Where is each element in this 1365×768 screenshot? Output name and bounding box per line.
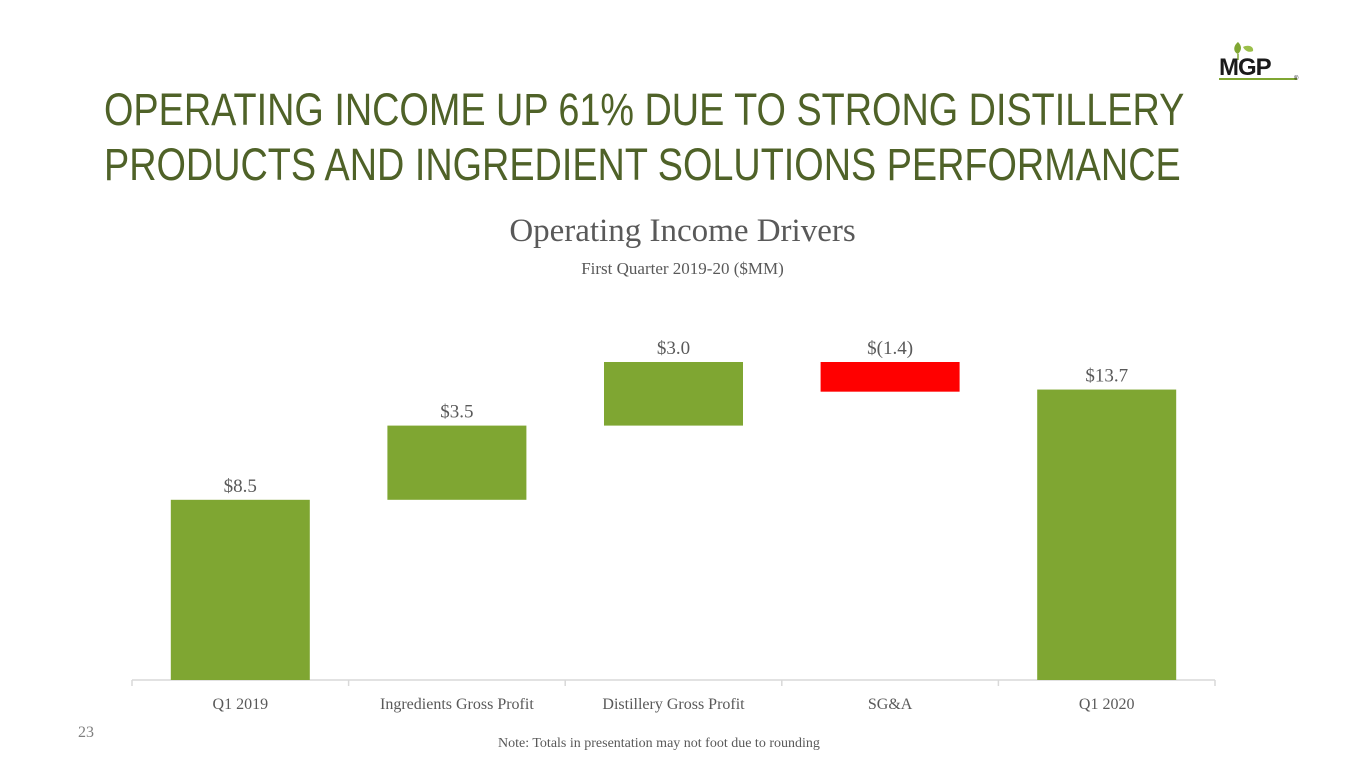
x-tick-label: Q1 2019	[213, 696, 269, 713]
slide-title-line-2: PRODUCTS AND INGREDIENT SOLUTIONS PERFOR…	[104, 139, 1181, 190]
x-tick-label: Distillery Gross Profit	[602, 696, 745, 713]
data-label: $(1.4)	[867, 338, 913, 359]
leaf-icon	[1234, 42, 1254, 60]
data-label: $3.5	[440, 402, 473, 423]
chart-subtitle: First Quarter 2019-20 ($MM)	[581, 259, 784, 278]
slide-title: OPERATING INCOME UP 61% DUE TO STRONG DI…	[104, 82, 1185, 192]
x-tick-label: Ingredients Gross Profit	[380, 696, 534, 713]
data-label: $3.0	[657, 338, 690, 359]
bar-ingredients-gross-profit	[387, 425, 527, 500]
mgp-logo: MGP ®	[1219, 42, 1299, 82]
footnote: Note: Totals in presentation may not foo…	[498, 736, 820, 751]
bar-distillery-gross-profit	[604, 362, 743, 426]
bar-q1-2020	[1037, 389, 1177, 680]
page-number: 23	[78, 724, 94, 741]
logo-registered-mark: ®	[1294, 75, 1299, 82]
logo-underline	[1219, 78, 1297, 80]
bar-q1-2019	[170, 499, 310, 680]
x-tick-label: Q1 2020	[1079, 696, 1135, 713]
slide-title-line-1: OPERATING INCOME UP 61% DUE TO STRONG DI…	[104, 84, 1185, 135]
x-tick-label: SG&A	[868, 696, 913, 713]
data-label: $13.7	[1085, 366, 1128, 387]
chart-title: Operating Income Drivers	[509, 213, 856, 249]
bar-sg-a	[820, 362, 960, 392]
logo-wordmark: MGP	[1219, 54, 1272, 81]
data-label: $8.5	[224, 476, 257, 497]
